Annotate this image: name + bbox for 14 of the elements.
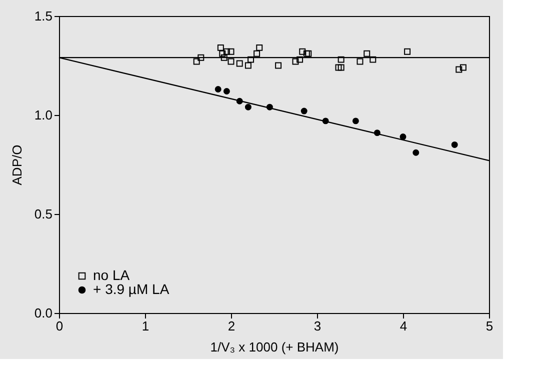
y-tick-label: 1.0 (34, 108, 52, 122)
x-tick-label: 5 (486, 318, 494, 334)
x-tick-label: 4 (400, 318, 408, 334)
y-tick-label: 0.0 (34, 306, 52, 320)
legend-label: no LA (93, 267, 130, 283)
y-axis-title: ADP/O (9, 144, 24, 186)
x-tick-label: 2 (228, 318, 236, 334)
x-tick-label: 3 (314, 318, 322, 334)
legend-label: + 3.9 µM LA (93, 281, 170, 297)
x-axis-title: 1/V₃ x 1000 (+ BHAM) (210, 340, 339, 354)
y-tick-label: 1.5 (34, 8, 52, 24)
x-tick-label: 0 (56, 318, 64, 334)
x-tick-label: 1 (142, 318, 150, 334)
y-tick-label: 0.5 (34, 206, 52, 222)
